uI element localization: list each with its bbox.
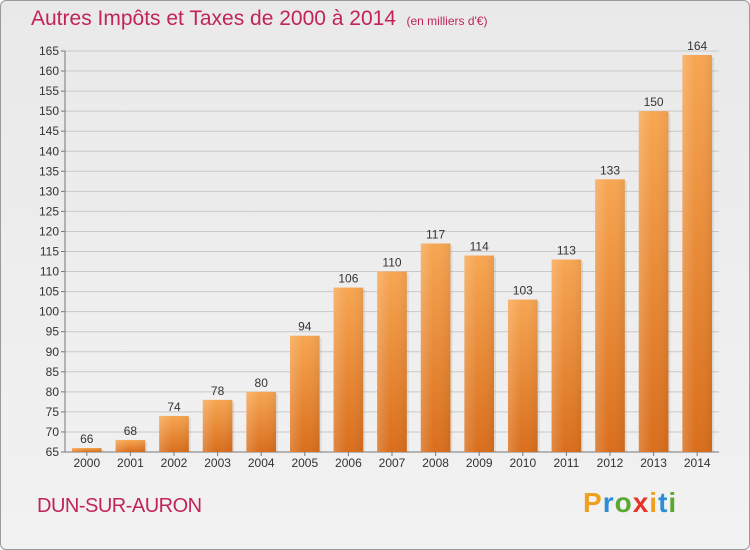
y-tick-label: 90 xyxy=(46,345,60,359)
y-tick-label: 80 xyxy=(46,385,60,399)
y-tick-label: 145 xyxy=(39,124,59,138)
x-tick-label: 2006 xyxy=(335,456,362,470)
data-label: 94 xyxy=(298,320,312,334)
commune-name: DUN-SUR-AURON xyxy=(37,495,202,517)
logo-letter: i xyxy=(649,487,659,518)
bar-sheen xyxy=(638,111,669,453)
y-tick-label: 165 xyxy=(39,44,59,58)
logo-letter: i xyxy=(668,487,678,518)
x-tick-label: 2007 xyxy=(379,456,406,470)
x-tick-label: 2004 xyxy=(248,456,275,470)
proxiti-logo: Proxiti xyxy=(583,487,677,519)
x-tick-label: 2011 xyxy=(553,456,579,470)
x-tick-label: 2014 xyxy=(684,456,711,470)
x-tick-label: 2005 xyxy=(291,456,318,470)
y-tick-label: 105 xyxy=(39,285,59,299)
bar-sheen xyxy=(595,179,625,452)
bar-sheen xyxy=(159,415,189,452)
y-tick-label: 95 xyxy=(46,325,60,339)
y-tick-label: 125 xyxy=(39,204,59,218)
x-tick-label: 2001 xyxy=(117,456,144,470)
logo-letter: x xyxy=(632,487,650,518)
bar-sheen xyxy=(682,55,713,452)
bar-sheen xyxy=(551,259,582,452)
y-tick-label: 110 xyxy=(40,265,59,279)
logo-letter: o xyxy=(614,487,633,518)
x-tick-label: 2000 xyxy=(73,456,100,470)
bar-sheen xyxy=(289,335,320,452)
y-tick-label: 85 xyxy=(46,365,60,379)
bar-sheen xyxy=(115,439,146,452)
chart-title: Autres Impôts et Taxes de 2000 à 2014 (e… xyxy=(31,7,487,31)
bar-sheen xyxy=(202,399,233,452)
bar-sheen xyxy=(507,299,538,452)
labels: 66 68 74 78 80 94 106 110 117 114 103 113 133 150 164 xyxy=(80,39,707,446)
data-label: 80 xyxy=(255,376,269,390)
bar-sheen xyxy=(333,287,364,452)
x-tick-label: 2008 xyxy=(422,456,449,470)
bar-sheen xyxy=(377,271,407,452)
bar-sheen xyxy=(420,243,451,452)
data-label: 74 xyxy=(167,400,181,414)
x-tick-label: 2009 xyxy=(466,456,493,470)
y-tick-label: 65 xyxy=(46,445,60,459)
y-tick-label: 135 xyxy=(39,164,59,178)
data-label: 117 xyxy=(426,227,445,241)
data-label: 110 xyxy=(382,256,401,270)
data-label: 78 xyxy=(211,384,225,398)
y-tick-label: 130 xyxy=(39,184,59,198)
x-tick-label: 2002 xyxy=(161,456,188,470)
y-tick-label: 115 xyxy=(40,245,59,259)
bar-sheen xyxy=(464,255,495,452)
chart-title-text: Autres Impôts et Taxes de 2000 à 2014 xyxy=(31,7,397,30)
y-tick-label: 120 xyxy=(39,224,59,238)
data-label: 164 xyxy=(687,39,707,53)
bars xyxy=(71,55,715,453)
x-tick-label: 2003 xyxy=(204,456,231,470)
chart-unit-text: (en milliers d'€) xyxy=(406,14,488,28)
y-tick-label: 160 xyxy=(39,64,59,78)
y-tick-label: 140 xyxy=(39,144,59,158)
logo-letter: t xyxy=(658,487,669,518)
data-label: 150 xyxy=(644,95,664,109)
logo-letter: r xyxy=(602,487,615,518)
data-label: 68 xyxy=(124,424,138,438)
data-label: 66 xyxy=(80,432,94,446)
logo-letter: P xyxy=(583,487,603,518)
axes: 65 70 75 80 85 90 95 100 105 110 115 120 125 130 135 14… xyxy=(39,44,719,470)
data-label: 106 xyxy=(338,272,358,286)
x-tick-label: 2012 xyxy=(597,456,624,470)
x-tick-label: 2013 xyxy=(640,456,667,470)
data-label: 133 xyxy=(600,163,620,177)
data-label: 114 xyxy=(470,240,489,254)
y-tick-label: 150 xyxy=(39,104,59,118)
y-tick-label: 155 xyxy=(39,84,59,98)
x-tick-label: 2010 xyxy=(509,456,536,470)
y-tick-label: 70 xyxy=(46,425,60,439)
data-label: 113 xyxy=(557,244,576,258)
bar-sheen xyxy=(246,391,277,452)
y-tick-label: 100 xyxy=(39,305,59,319)
data-label: 103 xyxy=(513,284,533,298)
bar-sheen xyxy=(71,447,102,452)
y-tick-label: 75 xyxy=(46,405,60,419)
